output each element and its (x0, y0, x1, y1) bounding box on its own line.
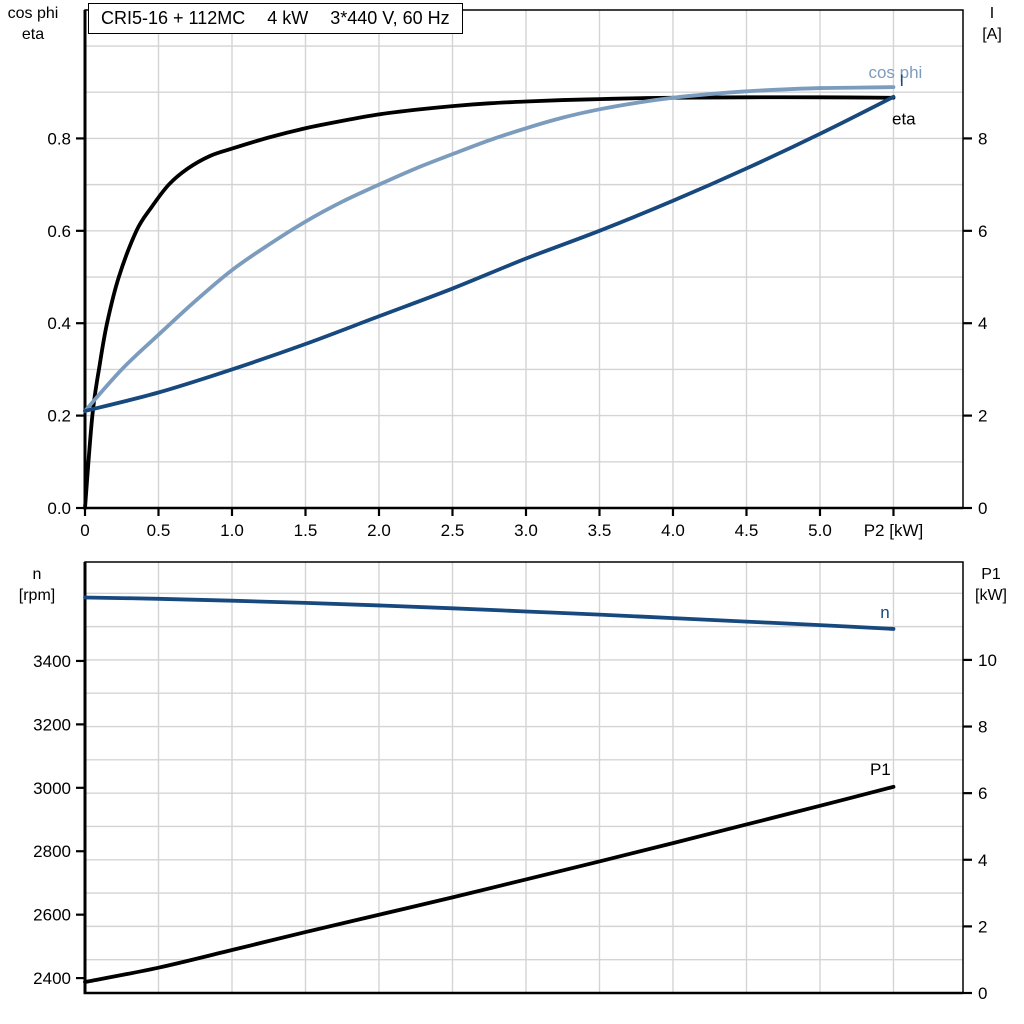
motor-speed-power-chart-right-tick-label: 2 (978, 917, 987, 936)
curve-label-n: n (880, 603, 889, 622)
motor-efficiency-chart-x-tick-label: 0.5 (147, 521, 171, 540)
motor-efficiency-chart-left-tick-label: 0.2 (47, 407, 71, 426)
motor-efficiency-chart-x-tick-label: 3.5 (588, 521, 612, 540)
motor-speed-power-chart-left-tick-label: 2800 (33, 842, 71, 861)
motor-efficiency-chart-x-tick-label: 1.0 (220, 521, 244, 540)
motor-speed-power-chart-left-tick-label: 3200 (33, 715, 71, 734)
axis-title-input-power: P1 (981, 566, 1001, 583)
axis-title-current: I (989, 5, 995, 22)
motor-speed-power-chart-left-tick-label: 3400 (33, 652, 71, 671)
motor-efficiency-chart-left-tick-label: 0.6 (47, 222, 71, 241)
motor-speed-power-chart-right-tick-label: 6 (978, 784, 987, 803)
chart-title-box: CRI5-16 + 112MC 4 kW 3*440 V, 60 Hz (88, 3, 463, 34)
curve-label-cos-phi: cos phi (868, 63, 922, 82)
axis-title-current-unit: [A] (982, 26, 1002, 43)
title-motor-power: 4 kW (267, 8, 309, 28)
motor-speed-power-chart-right-tick-label: 4 (978, 851, 987, 870)
title-supply-voltage: 3*440 V, 60 Hz (330, 8, 450, 28)
motor-speed-power-chart-right-tick-label: 10 (978, 651, 997, 670)
curve-eta (83, 95, 896, 510)
curve-cos-phi (83, 85, 896, 413)
curve-label-P1: P1 (870, 760, 891, 779)
curve-label-eta: eta (892, 110, 916, 129)
axis-title-speed-unit: [rpm] (18, 587, 56, 604)
motor-efficiency-chart-x-tick-label: 5.0 (808, 521, 832, 540)
motor-efficiency-chart-left-tick-label: 0.0 (47, 499, 71, 518)
motor-efficiency-chart-x-tick-label: 4.0 (661, 521, 685, 540)
top-chart-left-axis-title: cos phi eta (2, 3, 64, 45)
motor-efficiency-chart-x-tick-label: 1.5 (294, 521, 318, 540)
motor-efficiency-chart-x-tick-label: 3.0 (514, 521, 538, 540)
motor-speed-power-chart-right-tick-label: 8 (978, 718, 987, 737)
motor-efficiency-chart-left-tick-label: 0.8 (47, 129, 71, 148)
bottom-chart-right-axis-title: P1 [kW] (962, 564, 1020, 606)
curve-P1 (83, 784, 896, 984)
title-pump-model: CRI5-16 + 112MC (101, 8, 246, 28)
motor-efficiency-chart-right-tick-label: 8 (978, 129, 987, 148)
motor-speed-power-chart-left-tick-label: 3000 (33, 779, 71, 798)
motor-efficiency-chart-right-tick-label: 6 (978, 222, 987, 241)
motor-efficiency-chart-x-tick-label: 2.0 (367, 521, 391, 540)
axis-title-cos-phi: cos phi (7, 5, 59, 22)
motor-efficiency-chart-right-tick-label: 0 (978, 499, 987, 518)
top-chart-right-axis-title: I [A] (964, 3, 1020, 45)
axis-title-input-power-unit: [kW] (975, 587, 1007, 604)
motor-efficiency-chart-right-tick-label: 2 (978, 407, 987, 426)
curve-I (83, 94, 896, 413)
bottom-chart-left-axis-title: n [rpm] (8, 564, 66, 606)
motor-efficiency-chart-x-tick-label: 4.5 (735, 521, 759, 540)
motor-efficiency-chart-x-tick-label: P2 [kW] (864, 521, 924, 540)
motor-speed-power-chart-left-tick-label: 2600 (33, 906, 71, 925)
axis-title-speed: n (32, 566, 42, 583)
axis-title-eta: eta (21, 26, 45, 43)
motor-efficiency-chart-right-tick-label: 4 (978, 314, 987, 333)
motor-efficiency-chart-x-tick-label: 0 (80, 521, 89, 540)
motor-efficiency-chart-x-tick-label: 2.5 (441, 521, 465, 540)
motor-efficiency-chart-left-tick-label: 0.4 (47, 314, 71, 333)
curve-label-I: I (899, 71, 904, 90)
motor-speed-power-chart-left-tick-label: 2400 (33, 969, 71, 988)
curve-n (83, 595, 896, 631)
motor-speed-power-chart-right-tick-label: 0 (978, 984, 987, 1003)
